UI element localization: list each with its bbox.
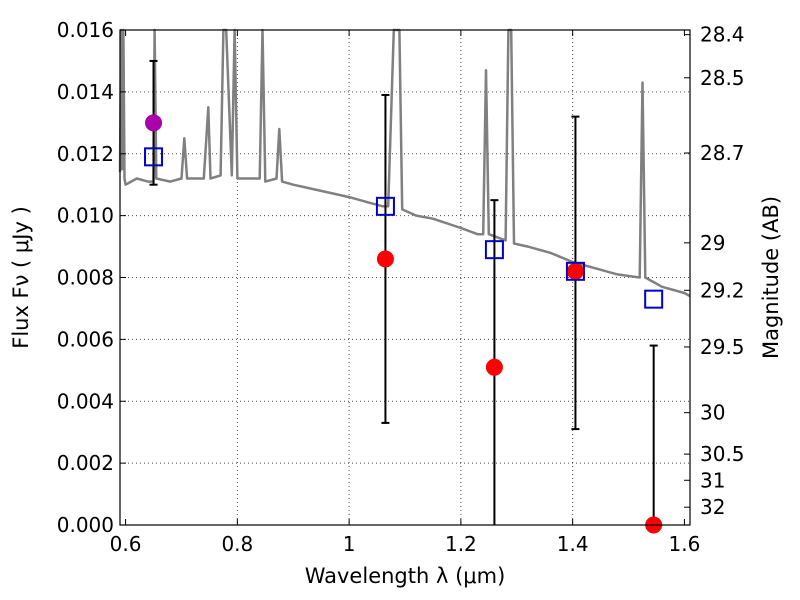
y-tick-label: 0.008 (57, 266, 114, 290)
y-tick-label: 0.000 (57, 513, 114, 537)
marker-layer (144, 114, 664, 534)
y-tick-label: 0.010 (57, 204, 114, 228)
x-tick-label: 1.6 (669, 532, 701, 556)
y2-tick-label: 29 (700, 231, 725, 255)
y2-tick-label: 30.5 (700, 442, 745, 466)
model-flux-marker (144, 147, 164, 167)
x-tick-label: 1.2 (445, 532, 477, 556)
x-tick-label: 0.8 (221, 532, 253, 556)
y2-tick-label: 29.2 (700, 278, 745, 302)
error-bar-layer (149, 59, 658, 525)
template-spectrum-layer (118, 28, 691, 298)
y2-tick-label: 29.5 (700, 335, 745, 359)
y-tick-label: 0.016 (57, 18, 114, 42)
y2-tick-label: 31 (700, 468, 725, 492)
x-axis-title: Wavelength λ (μm) (305, 564, 506, 588)
y-tick-label: 0.006 (57, 327, 114, 351)
model-flux-marker (375, 196, 395, 216)
y-axis-title: Flux Fν ( μJy ) (9, 206, 33, 349)
observed-flux-marker (376, 250, 394, 268)
observed-flux-marker (566, 262, 584, 280)
x-axis: 0.6 0.8 1 1.2 1.4 1.6 (110, 30, 701, 556)
y2-tick-label: 30 (700, 401, 725, 425)
y2-tick-label: 28.7 (700, 141, 745, 165)
model-flux-marker (644, 289, 664, 309)
y-tick-label: 0.014 (57, 80, 114, 104)
y-tick-label: 0.012 (57, 142, 114, 166)
model-flux-marker (484, 240, 504, 260)
x-tick-label: 0.6 (110, 532, 142, 556)
y2-tick-label: 28.5 (700, 66, 745, 90)
y2-axis-title: Magnitude (AB) (759, 196, 783, 359)
y-tick-label: 0.004 (57, 389, 114, 413)
y2-tick-label: 32 (700, 495, 725, 519)
y-tick-label: 0.002 (57, 451, 114, 475)
observed-flux-marker (485, 358, 503, 376)
observed-flux-marker (145, 114, 163, 132)
x-tick-label: 1.4 (557, 532, 589, 556)
y2-tick-label: 28.4 (700, 23, 745, 47)
model-flux-marker (565, 261, 585, 281)
y-axis-left: 0.000 0.002 0.004 0.006 0.008 0.010 0.012 0.014… (57, 18, 126, 537)
y-axis-right: 28.4 28.5 28.7 29 29.2 29.5 30 30.531 32 (684, 23, 745, 519)
x-tick-label: 1 (343, 532, 356, 556)
grid (120, 30, 690, 525)
template-spectrum-line (118, 28, 691, 298)
